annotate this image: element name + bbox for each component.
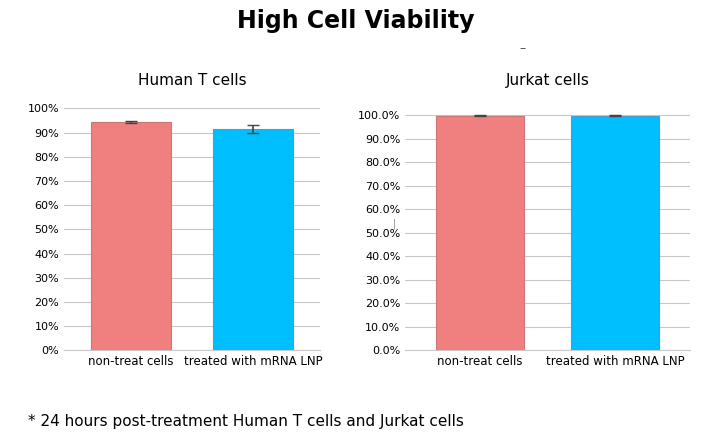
Title: Jurkat cells: Jurkat cells [506, 73, 589, 88]
Bar [436, 116, 524, 350]
Bar [92, 122, 171, 350]
Text: |: | [393, 218, 396, 229]
Text: * 24 hours post-treatment Human T cells and Jurkat cells: * 24 hours post-treatment Human T cells … [28, 414, 464, 429]
Text: –: – [520, 42, 525, 55]
Bar [571, 116, 659, 350]
Text: High Cell Viability: High Cell Viability [237, 9, 474, 33]
Bar [213, 129, 292, 350]
Title: Human T cells: Human T cells [138, 73, 246, 88]
